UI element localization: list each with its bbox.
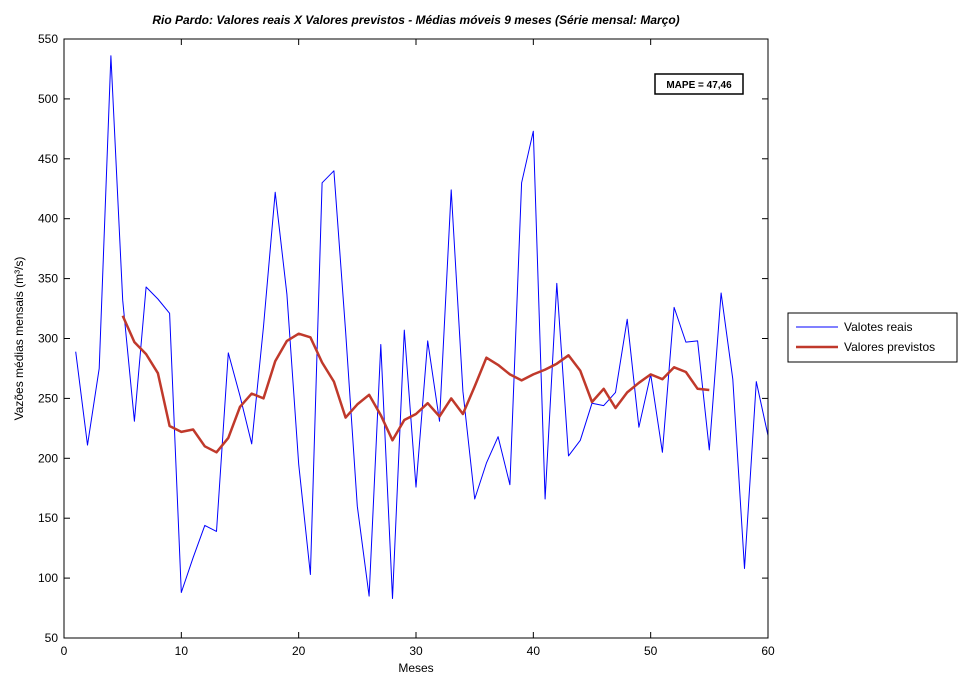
y-tick-label: 150: [38, 511, 58, 525]
x-tick-label: 20: [292, 644, 306, 658]
x-tick-label: 60: [761, 644, 775, 658]
legend-box: [787, 312, 958, 363]
y-tick-label: 350: [38, 272, 58, 286]
series-lines: [75, 55, 769, 599]
x-tick-label: 30: [409, 644, 423, 658]
y-tick-label: 50: [45, 631, 59, 645]
x-tick-label: 50: [644, 644, 658, 658]
legend-entry-valotes-reais: Valotes reais: [844, 320, 912, 334]
y-tick-label: 400: [38, 212, 58, 226]
series-line-valores-previstos: [121, 315, 710, 454]
x-tick-label: 40: [527, 644, 541, 658]
legend-entry-valores-previstos: Valores previstos: [844, 340, 935, 354]
y-axis-label: Vazões médias mensais (m³/s): [12, 257, 26, 421]
y-tick-label: 200: [38, 451, 58, 465]
y-tick-label: 550: [38, 32, 58, 46]
x-tick-label: 0: [61, 644, 68, 658]
plot-area-frame: [63, 38, 769, 639]
x-axis-label: Meses: [398, 661, 433, 675]
y-tick-label: 300: [38, 332, 58, 346]
series-line-valotes-reais: [75, 55, 769, 599]
x-tick-label: 10: [175, 644, 189, 658]
chart-title: Rio Pardo: Valores reais X Valores previ…: [152, 13, 679, 27]
legend: Valotes reais Valores previstos: [787, 312, 958, 363]
y-tick-label: 100: [38, 571, 58, 585]
y-tick-label: 250: [38, 391, 58, 405]
y-tick-label: 450: [38, 152, 58, 166]
y-tick-label: 500: [38, 92, 58, 106]
mape-annotation: MAPE = 47,46: [654, 73, 744, 95]
axis-ticks: 0 10 20 30 40 50 60 50 100 150 200 250 300 350 400 450 5…: [38, 32, 775, 658]
mape-annotation-text: MAPE = 47,46: [666, 80, 732, 91]
mape-annotation-box: [654, 73, 744, 95]
